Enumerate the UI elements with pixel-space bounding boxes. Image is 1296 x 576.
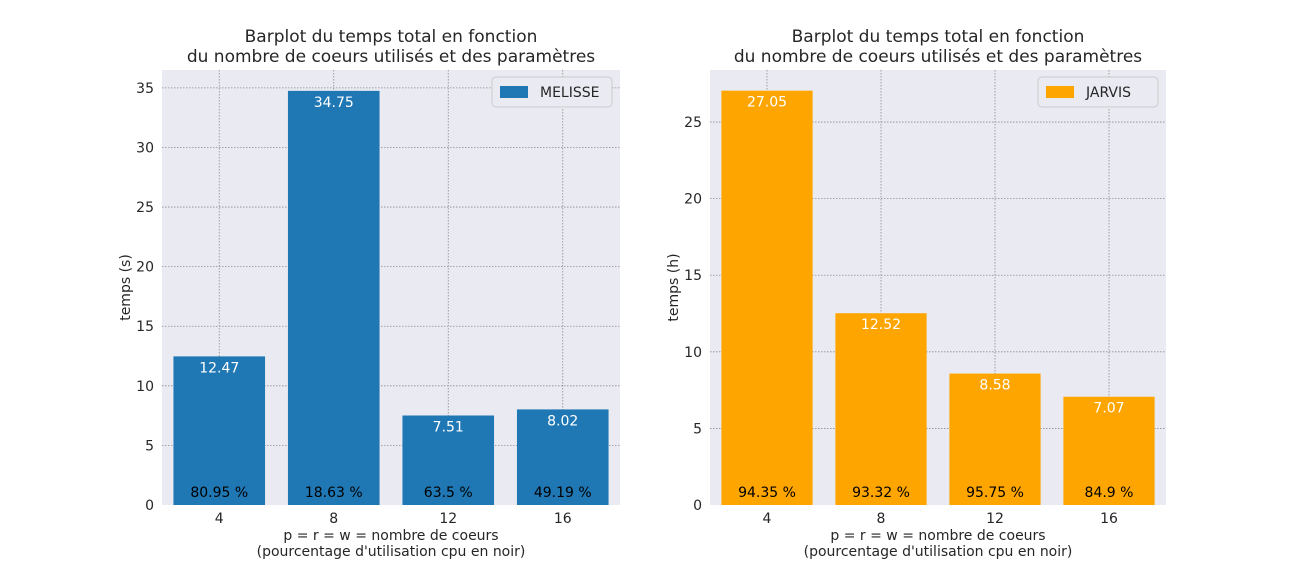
chart-right: 27.05 12.52 8.58 7.07 94.35 % 93.32 % 95.75 % 8… — [666, 27, 1166, 560]
x-tick-label: 4 — [763, 511, 772, 527]
y-tick-label: 35 — [136, 81, 154, 97]
x-tick-label: 16 — [1100, 511, 1118, 527]
value-label: 34.75 — [314, 95, 354, 111]
y-axis-label: temps (h) — [666, 253, 682, 321]
y-tick-label: 25 — [684, 115, 702, 131]
bar-4 — [721, 90, 813, 505]
cpu-label: 18.63 % — [305, 485, 363, 501]
legend-box — [1037, 76, 1159, 108]
y-tick-label: 5 — [145, 438, 154, 454]
x-tick-label: 16 — [554, 511, 572, 527]
y-tick-label: 5 — [693, 421, 702, 437]
value-label: 7.51 — [433, 419, 464, 435]
y-tick-label: 0 — [145, 498, 154, 514]
y-tick-label: 10 — [136, 379, 154, 395]
cpu-label: 49.19 % — [534, 485, 592, 501]
value-label: 8.58 — [979, 378, 1010, 394]
cpu-label: 80.95 % — [190, 485, 248, 501]
legend-label: MELISSE — [540, 85, 599, 101]
legend: JARVIS — [1037, 76, 1159, 108]
y-tick-label: 20 — [136, 260, 154, 276]
bar-12 — [402, 415, 495, 505]
chart-title: Barplot du temps total en fonction — [245, 27, 538, 47]
legend-label: JARVIS — [1085, 85, 1131, 101]
legend-swatch — [1046, 86, 1074, 98]
x-tick-label: 8 — [329, 511, 338, 527]
x-axis-label: p = r = w = nombre de coeurs — [283, 528, 498, 544]
value-label: 8.02 — [547, 413, 578, 429]
legend: MELISSE — [491, 76, 613, 108]
y-axis-label: temps (s) — [118, 254, 134, 321]
x-axis-label: (pourcentage d'utilisation cpu en noir) — [804, 544, 1073, 560]
value-label: 7.07 — [1093, 401, 1124, 417]
value-label: 27.05 — [747, 95, 787, 111]
y-tick-label: 10 — [684, 345, 702, 361]
x-tick-label: 12 — [986, 511, 1004, 527]
bar-16 — [516, 409, 609, 505]
y-tick-label: 15 — [684, 268, 702, 284]
bar-8 — [287, 90, 380, 505]
chart-title: Barplot du temps total en fonction — [792, 27, 1085, 47]
value-label: 12.52 — [861, 317, 901, 333]
cpu-label: 84.9 % — [1085, 485, 1134, 501]
y-tick-label: 25 — [136, 200, 154, 216]
chart-left: 12.47 34.75 7.51 8.02 80.95 % 18.63 % 63.5 % 49… — [118, 27, 620, 560]
x-tick-label: 4 — [215, 511, 224, 527]
value-label: 12.47 — [199, 360, 239, 376]
x-tick-label: 8 — [877, 511, 886, 527]
y-tick-label: 30 — [136, 140, 154, 156]
y-tick-label: 20 — [684, 192, 702, 208]
bar-8 — [835, 313, 927, 505]
x-tick-label: 12 — [439, 511, 457, 527]
bar-16 — [1063, 396, 1155, 505]
x-axis-label: p = r = w = nombre de coeurs — [830, 528, 1045, 544]
chart-title: du nombre de coeurs utilisés et des para… — [187, 47, 595, 67]
cpu-label: 94.35 % — [738, 485, 796, 501]
chart-title: du nombre de coeurs utilisés et des para… — [734, 47, 1142, 67]
y-tick-label: 0 — [693, 498, 702, 514]
legend-box — [491, 76, 613, 108]
legend-swatch — [500, 86, 528, 98]
bar-12 — [949, 373, 1041, 505]
bar-4 — [173, 356, 266, 505]
cpu-label: 93.32 % — [852, 485, 910, 501]
cpu-label: 63.5 % — [424, 485, 473, 501]
x-axis-label: (pourcentage d'utilisation cpu en noir) — [257, 544, 526, 560]
cpu-label: 95.75 % — [966, 485, 1024, 501]
y-tick-label: 15 — [136, 319, 154, 335]
